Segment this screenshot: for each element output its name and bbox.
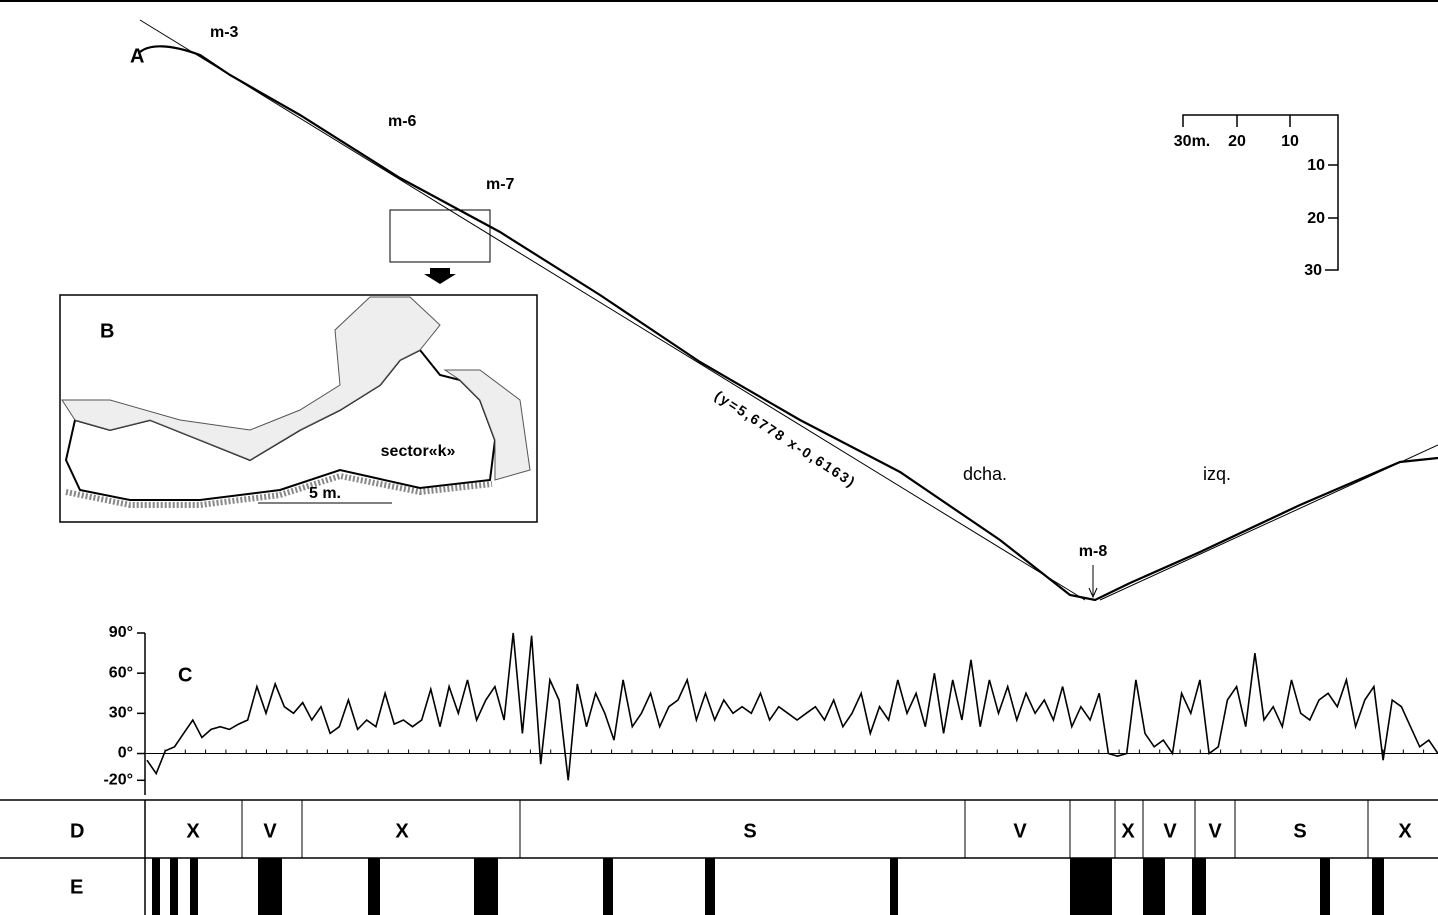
mark-label: m-3 (210, 24, 239, 41)
rows: D E X V X S V X V V S X (0, 800, 1438, 915)
panel-label: C (178, 664, 192, 686)
event-bar (1192, 858, 1206, 915)
segment-label: S (1293, 820, 1306, 842)
arrow (424, 268, 456, 284)
y-tick-label: 0° (118, 745, 133, 762)
segment-label: X (395, 820, 409, 842)
segment-label: V (263, 820, 277, 842)
scale-label: 20 (1228, 133, 1246, 150)
panel-label: B (100, 320, 114, 342)
scale-label: 5 m. (309, 485, 341, 502)
segment-label: X (1121, 820, 1135, 842)
row-label: E (70, 876, 83, 898)
event-bar (1372, 858, 1384, 915)
event-bar (152, 858, 160, 915)
side-label: dcha. (963, 464, 1007, 484)
y-tick-label: 60° (109, 664, 133, 681)
side-label: izq. (1203, 464, 1231, 484)
event-bar (258, 858, 282, 915)
segment-label: X (186, 820, 200, 842)
segment-label: V (1013, 820, 1027, 842)
event-bar (1070, 858, 1112, 915)
scale-label: 20 (1307, 210, 1325, 227)
scale-label: 30 (1304, 262, 1322, 279)
mark-label: m-7 (486, 176, 515, 193)
event-bar (474, 858, 498, 915)
segment-label: S (743, 820, 756, 842)
event-bar (190, 858, 198, 915)
mark-label: m-6 (388, 113, 417, 130)
scale-label: 10 (1281, 133, 1299, 150)
segment-label: X (1398, 820, 1412, 842)
segment-label: V (1163, 820, 1177, 842)
scale-label: 30m. (1174, 133, 1210, 150)
figure: A m-3 m-6 m-7 m-8 (y=5,6778 x-0,6163) dc… (0, 0, 1438, 915)
event-bar (170, 858, 178, 915)
angle-chart: C 90° 60° 30° 0° -20° (103, 624, 1438, 795)
scale-label: 10 (1307, 157, 1325, 174)
y-tick-label: 30° (109, 705, 133, 722)
event-bar (705, 858, 715, 915)
panel-label: A (130, 45, 144, 67)
sector-label: sector«k» (381, 443, 456, 460)
event-bar (603, 858, 613, 915)
angle-line (147, 633, 1438, 780)
event-bar (1143, 858, 1165, 915)
row-label: D (70, 820, 84, 842)
mark-label: m-8 (1079, 543, 1108, 560)
event-bar (368, 858, 380, 915)
y-tick-label: -20° (103, 772, 133, 789)
y-tick-label: 90° (109, 624, 133, 641)
fit-line (1100, 445, 1438, 600)
event-bar (1320, 858, 1330, 915)
segment-label: V (1208, 820, 1222, 842)
event-bar (890, 858, 898, 915)
